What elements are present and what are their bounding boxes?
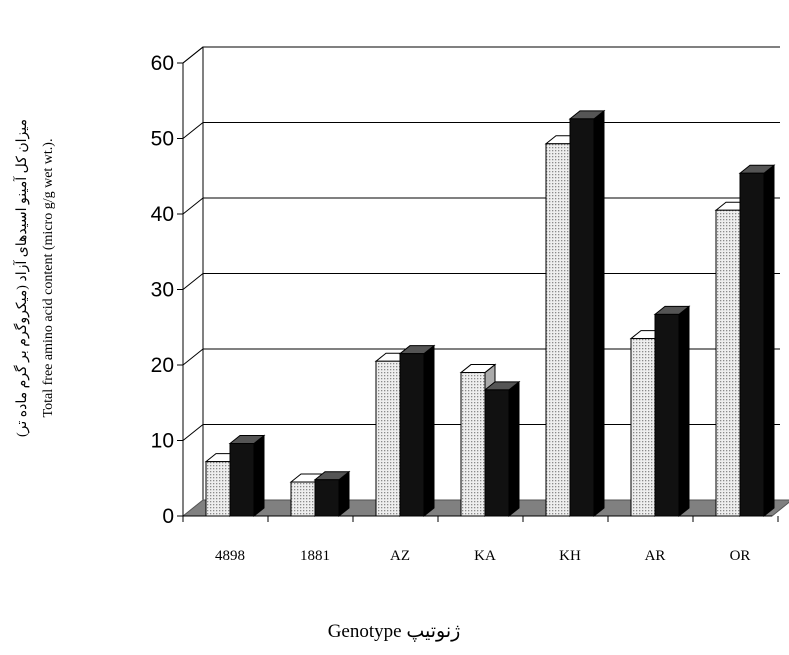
- bars: [204, 109, 776, 518]
- gridline-depth: [182, 348, 204, 366]
- bar-KA-series-2: [483, 380, 521, 518]
- bar-KH-series-2: [568, 109, 606, 518]
- y-axis-label-line-1: میزان کل آمینو اسیدهای آزاد (میکروگرم بر…: [12, 119, 30, 437]
- gridlines: [182, 46, 780, 441]
- y-tick-label: 60: [151, 52, 174, 75]
- x-tick-label: AZ: [390, 548, 410, 564]
- bar-AZ-series-2: [398, 344, 436, 518]
- y-tick-label: 40: [151, 203, 174, 226]
- gridline-depth: [182, 273, 204, 290]
- x-tick-label: AR: [645, 548, 666, 564]
- bar-AR-series-2: [653, 305, 691, 518]
- x-tick-label: OR: [730, 548, 751, 564]
- x-tick-label: KA: [474, 548, 496, 564]
- gridline-depth: [182, 122, 204, 139]
- bar-4898-series-2: [228, 434, 266, 518]
- gridline-depth: [182, 46, 204, 64]
- gridline-depth: [182, 197, 204, 215]
- x-tick-label: KH: [559, 548, 581, 564]
- y-tick-label: 30: [151, 279, 174, 302]
- y-tick-label: 0: [162, 505, 174, 528]
- y-tick-label: 10: [151, 430, 174, 453]
- y-axis-label-line-2: Total free amino acid content (micro g/g…: [41, 139, 56, 418]
- axes: [177, 62, 779, 522]
- y-tick-labels: 0 10 20 30 40 50 60: [151, 52, 174, 528]
- x-axis-label: Genotype ژنوتیپ: [328, 621, 461, 642]
- x-tick-labels: 4898 1881 AZ KA KH AR OR: [215, 548, 750, 564]
- bar-OR-series-2: [738, 164, 776, 518]
- y-tick-label: 20: [151, 354, 174, 377]
- x-tick-label: 4898: [215, 548, 245, 564]
- y-axis-label: میزان کل آمینو اسیدهای آزاد (میکروگرم بر…: [12, 119, 56, 437]
- y-tick-label: 50: [151, 128, 174, 151]
- bar-1881-series-2: [313, 470, 351, 518]
- x-tick-label: 1881: [300, 548, 330, 564]
- gridline-depth: [182, 424, 204, 441]
